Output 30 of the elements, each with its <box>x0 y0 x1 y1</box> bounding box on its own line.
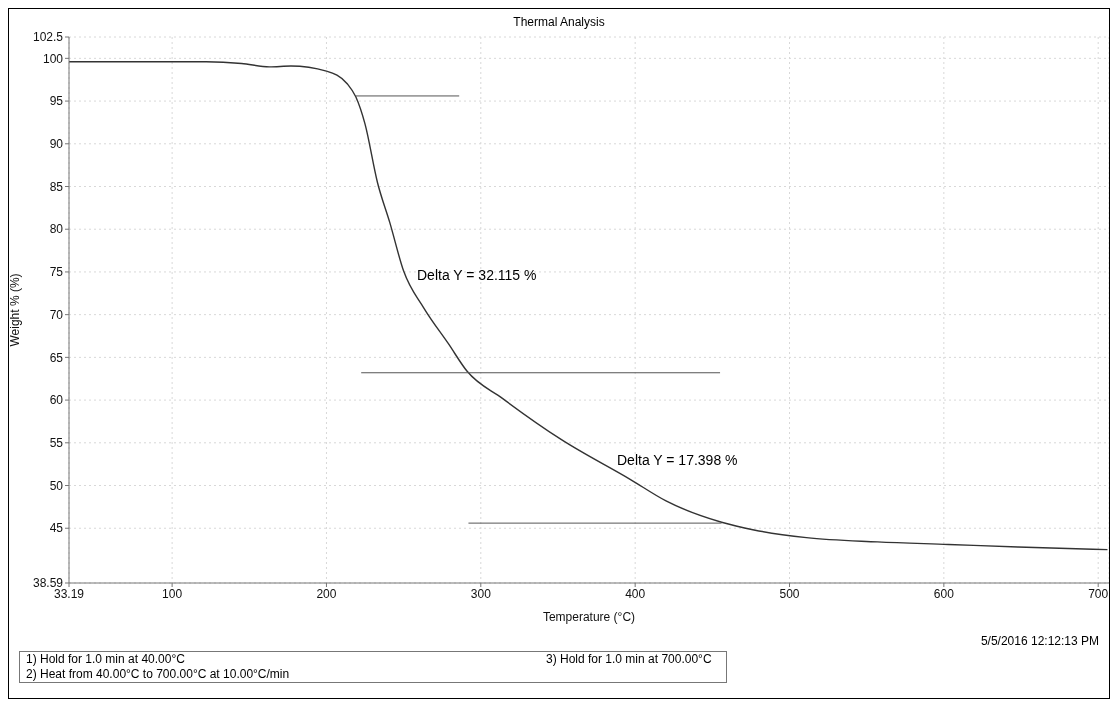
x-tick-label: 500 <box>779 586 800 601</box>
y-tick-label: 55 <box>49 436 64 451</box>
y-tick-label: 102.5 <box>32 30 64 45</box>
x-tick-label: 33.19 <box>53 586 85 601</box>
y-tick-label: 85 <box>49 179 64 194</box>
x-tick-label: 200 <box>316 586 337 601</box>
x-tick-label: 700 <box>1088 586 1109 601</box>
y-tick-label: 75 <box>49 265 64 280</box>
y-tick-label: 60 <box>49 393 64 408</box>
text: 1) Hold for 1.0 min at 40.00°C <box>26 652 186 667</box>
y-tick-label: 80 <box>49 222 64 237</box>
x-tick-label: 300 <box>470 586 492 601</box>
annotation: Delta Y = 17.398 % <box>617 452 738 468</box>
y-tick-label: 90 <box>49 137 64 152</box>
y-axis-title: Weight % (%) <box>8 273 23 347</box>
y-tick-label: 70 <box>49 307 64 322</box>
y-tick-label: 100 <box>42 51 64 66</box>
text: 2) Heat from 40.00°C to 700.00°C at 10.00°C/min <box>26 667 291 682</box>
y-tick-label: 95 <box>49 94 64 109</box>
x-tick-label: 600 <box>933 586 955 601</box>
y-tick-label: 50 <box>49 478 64 493</box>
y-tick-label: 45 <box>49 521 64 536</box>
text: 3) Hold for 1.0 min at 700.00°C <box>546 652 713 667</box>
text: 5/5/2016 12:12:13 PM <box>980 634 1099 648</box>
annotation: Delta Y = 32.115 % <box>417 267 537 283</box>
chart-title: Thermal Analysis <box>512 15 606 29</box>
x-tick-label: 100 <box>162 586 183 601</box>
x-axis-title: Temperature (°C) <box>542 610 636 624</box>
x-tick-label: 400 <box>625 586 646 601</box>
y-tick-label: 65 <box>49 350 64 365</box>
